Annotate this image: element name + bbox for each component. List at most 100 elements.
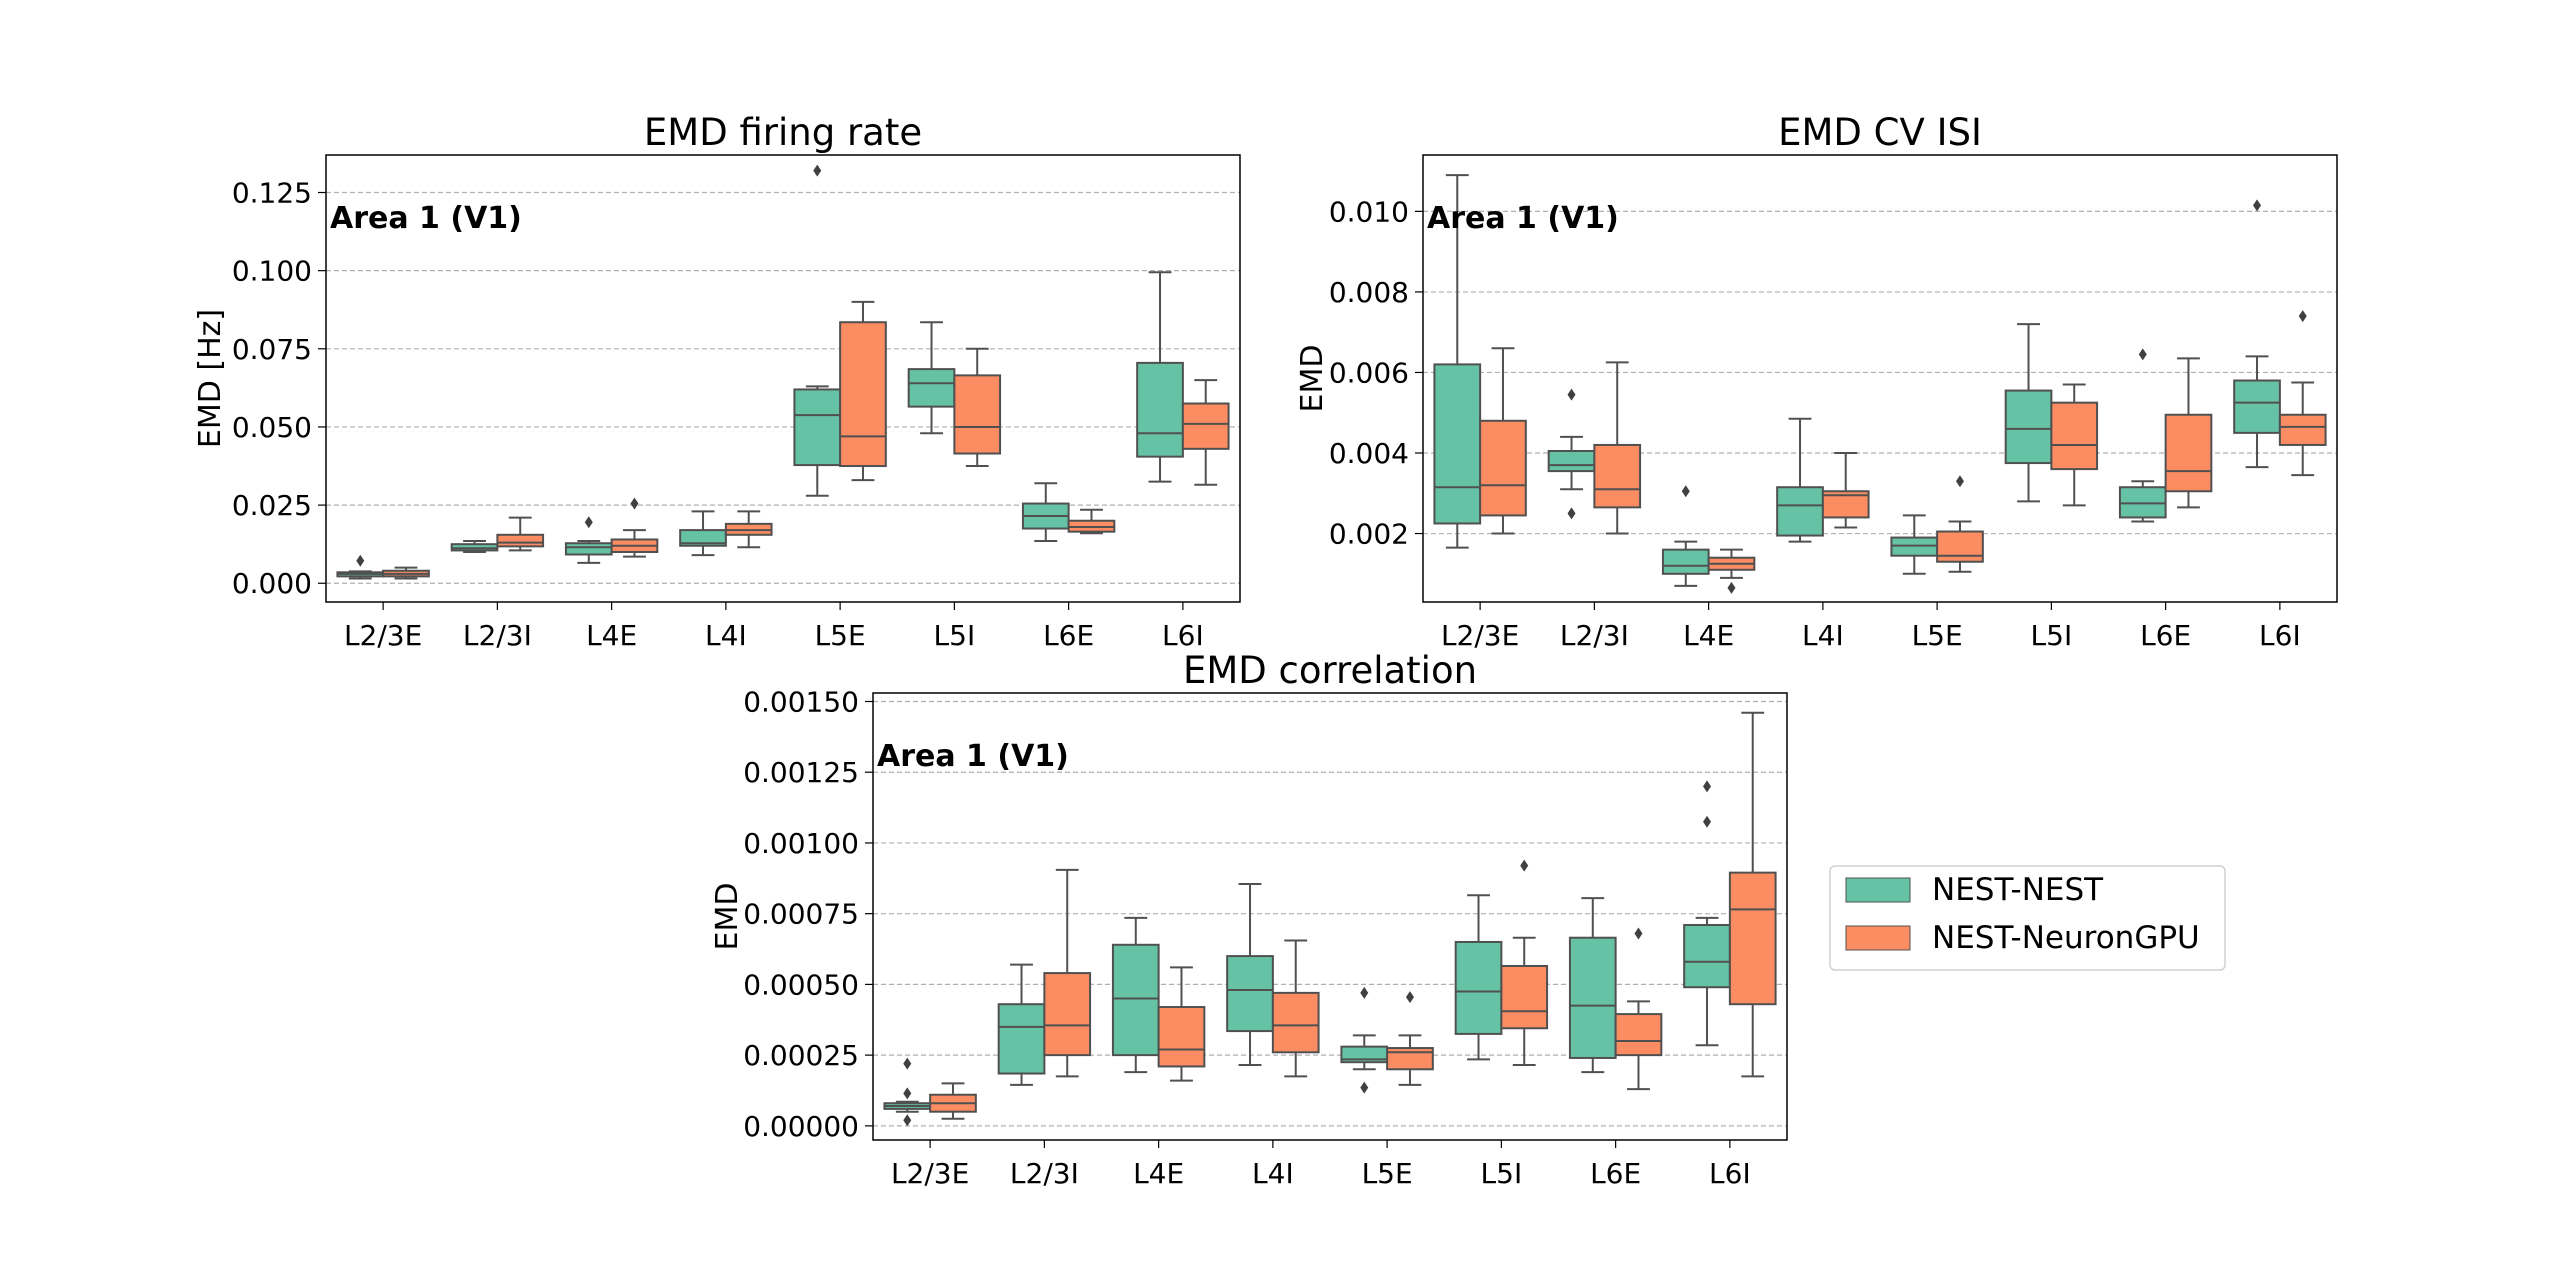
chart-emd-cv-isi: 0.002 0.004 0.006 0.008 0.010 L2/3E L2/3I L4E L4… [1295,111,2338,652]
y-tick-label: 0.008 [1329,276,1409,309]
y-tick-label: 0.00075 [743,898,859,931]
box-nest-nest-l2-3i-body [997,1003,1046,1075]
box-nest-nest-l6i-outlier [1703,815,1712,828]
box-nest-nest-l2-3i-outlier [1567,507,1576,520]
x-tick-label-l4i: L4I [705,619,747,652]
y-tick-label: 0.125 [232,177,312,210]
box-nest-neurongpu-l4e-outlier [1727,581,1736,594]
y-tick-label: 0.00125 [743,756,859,789]
box-nest-nest-l4e-body [1111,943,1160,1057]
x-tick-label-l5e: L5E [815,619,866,652]
y-tick-label: 0.010 [1329,195,1409,228]
box-nest-nest-l5e-outlier [1360,1081,1369,1094]
y-tick-label: 0.025 [232,489,312,522]
x-tick-label-l2-3i: L2/3I [1560,619,1629,652]
box-nest-neurongpu-l5e-outlier [1955,475,1964,488]
y-tick-label: 0.00025 [743,1039,859,1072]
legend-label-nest-neurongpu: NEST-NeuronGPU [1932,920,2200,956]
y-tick-label: 0.000 [232,567,312,600]
legend: NEST-NEST NEST-NeuronGPU [1829,865,2226,971]
box-nest-nest-l2-3e-outlier [356,554,365,567]
box-nest-nest-l4e-outlier [1681,485,1690,498]
box-nest-neurongpu-l6e-outlier [1634,927,1643,940]
box-nest-neurongpu-l2-3i-body [1043,972,1092,1057]
box-nest-neurongpu-l6e-body [1614,1013,1663,1057]
box-nest-nest-l2-3e-outlier [903,1057,912,1070]
box-nest-neurongpu-l6i-body [1181,402,1230,450]
box-nest-nest-l2-3e-outlier [903,1114,912,1127]
box-nest-neurongpu-l4e-outlier [630,497,639,510]
plot-frame [1422,154,2338,603]
x-tick-label-l5i: L5I [2031,619,2073,652]
x-tick-label-l4e: L4E [586,619,637,652]
box-nest-neurongpu-l2-3e-body [1479,419,1527,517]
chart-emd-firing-rate: 0.000 0.025 0.050 0.075 0.100 0.125 L2/3E L2/3I… [193,111,1241,652]
box-nest-nest-l5e-outlier [1360,986,1369,999]
box-nest-nest-l5i-body [2004,389,2053,465]
legend-label-nest-nest: NEST-NEST [1932,872,2104,908]
box-nest-nest-l6e-outlier [2138,348,2147,361]
y-tick-label: 0.050 [232,411,312,444]
x-tick-label-l6i: L6I [1162,619,1204,652]
box-nest-neurongpu-l4e-body [1157,1006,1206,1068]
x-tick-label-l5e: L5E [1912,619,1963,652]
box-nest-nest-l6i-outlier [2253,199,2262,212]
x-tick-label-l6e: L6E [1590,1157,1641,1190]
x-tick-label-l4e: L4E [1683,619,1734,652]
box-nest-nest-l2-3e-outlier [903,1087,912,1100]
box-nest-neurongpu-l5e-body [839,321,887,468]
plot-frame [872,692,1788,1141]
area-annotation: Area 1 (V1) [877,739,1069,774]
chart-emd-correlation: 0.00000 0.00025 0.00050 0.00075 0.00100 0.001… [710,649,1788,1190]
x-tick-label-l2-3i: L2/3I [1010,1157,1079,1190]
legend-swatch-nest-nest [1845,877,1911,903]
y-tick-label: 0.006 [1329,356,1409,389]
box-nest-neurongpu-l6i-body [2278,413,2327,446]
box-nest-nest-l6i-body [2233,379,2281,434]
box-nest-nest-l5e-outlier [813,164,822,177]
x-tick-label-l6i: L6I [1709,1157,1751,1190]
chart-title: EMD correlation [1183,649,1477,692]
box-nest-neurongpu-l5e-body [1386,1047,1434,1071]
x-tick-label-l5i: L5I [1481,1157,1523,1190]
box-nest-neurongpu-l6i-outlier [2298,310,2307,323]
x-tick-label-l4i: L4I [1252,1157,1294,1190]
box-nest-nest-l2-3e-body [1433,363,1482,525]
box-nest-neurongpu-l5e-outlier [1405,991,1414,1004]
x-tick-label-l6e: L6E [1043,619,1094,652]
box-nest-nest-l5i-body [907,368,956,408]
legend-frame [1829,865,2226,971]
box-nest-nest-l5i-body [1454,940,1503,1035]
x-tick-label-l5e: L5E [1362,1157,1413,1190]
y-tick-label: 0.002 [1329,518,1409,551]
x-tick-label-l2-3e: L2/3E [891,1157,969,1190]
y-tick-label: 0.00000 [743,1110,859,1143]
x-tick-label-l2-3e: L2/3E [1441,619,1519,652]
box-nest-neurongpu-l2-3i-body [1593,443,1642,509]
chart-title: EMD CV ISI [1778,111,1982,154]
box-nest-nest-l6i-body [1683,923,1731,989]
box-nest-nest-l4e-outlier [584,516,593,529]
box-nest-nest-l4e-body [564,542,613,556]
y-tick-label: 0.00050 [743,968,859,1001]
box-nest-nest-l4i-body [1776,486,1824,537]
x-tick-label-l4i: L4I [1802,619,1844,652]
y-tick-label: 0.075 [232,333,312,366]
x-tick-label-l2-3i: L2/3I [463,619,532,652]
plot-frame [325,154,1241,603]
box-nest-nest-l4i-body [679,529,727,547]
box-nest-neurongpu-l5i-outlier [1520,859,1529,872]
box-nest-nest-l6i-outlier [1703,780,1712,793]
box-nest-nest-l6e-body [2118,486,2167,519]
y-axis-label: EMD [Hz] [193,309,228,448]
box-nest-nest-l6e-body [1568,936,1617,1059]
y-tick-label: 0.100 [232,255,312,288]
area-annotation: Area 1 (V1) [1427,201,1619,236]
box-nest-nest-l5e-body [793,388,842,467]
box-nest-neurongpu-l4i-body [1271,991,1320,1054]
box-nest-nest-l2-3i-outlier [1567,388,1576,401]
box-nest-nest-l5e-body [1890,536,1939,557]
box-nest-nest-l4e-body [1661,548,1710,575]
y-tick-label: 0.00100 [743,827,859,860]
